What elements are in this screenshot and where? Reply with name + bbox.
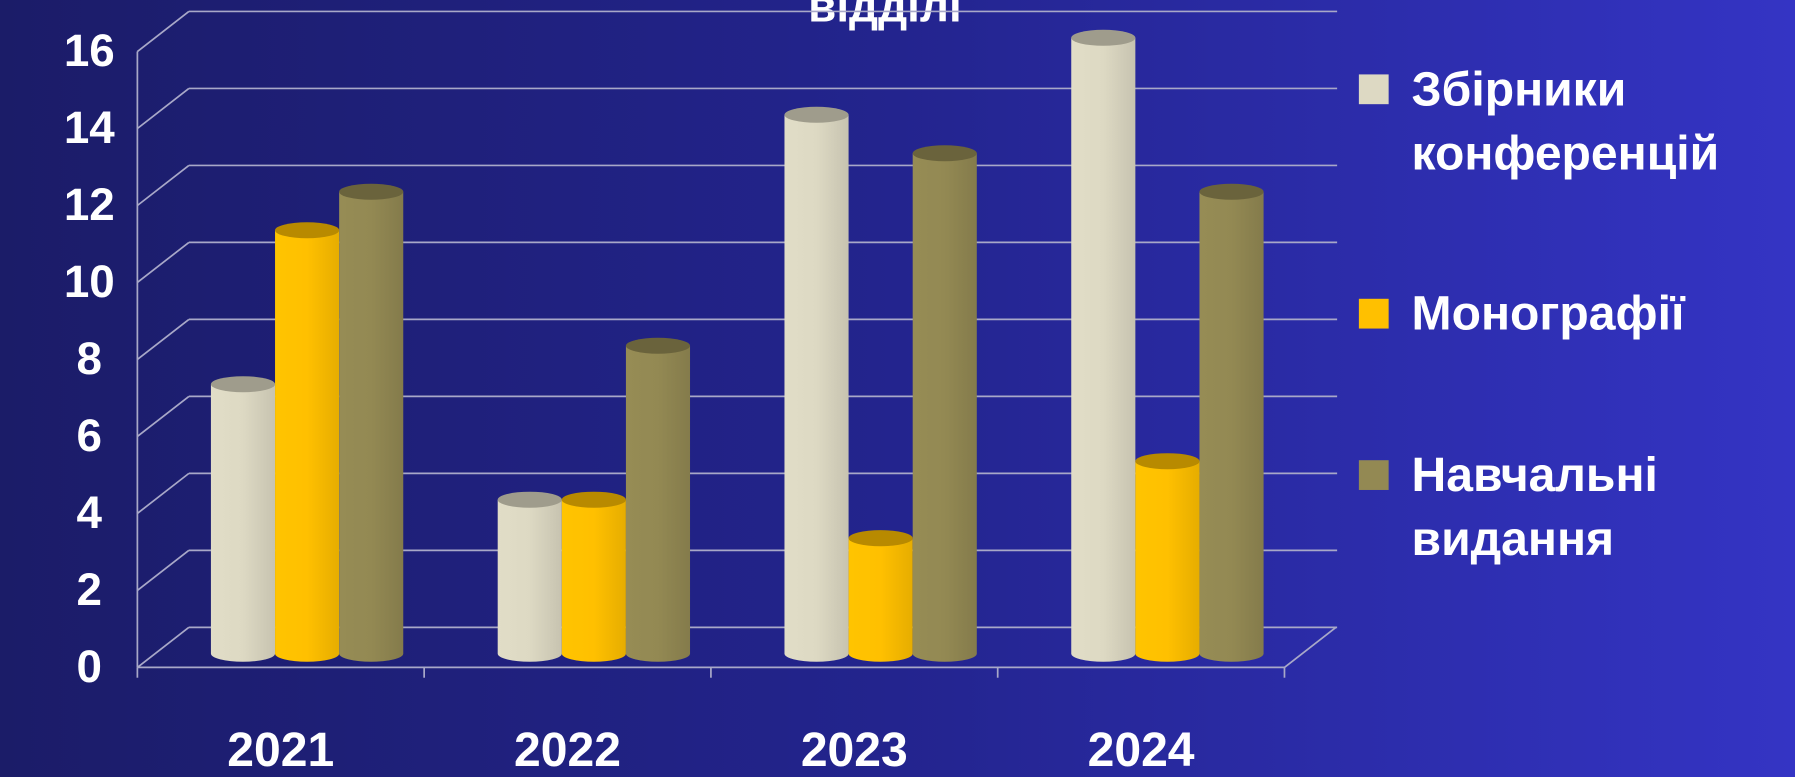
bar <box>848 538 913 662</box>
y-tick-label: 16 <box>64 25 115 76</box>
bar-top <box>339 183 404 200</box>
bar <box>1071 37 1136 662</box>
y-tick-label: 8 <box>77 333 102 384</box>
legend-label: Збірники конференцій <box>1411 61 1720 180</box>
bar <box>912 153 977 662</box>
bar <box>210 384 276 662</box>
grid-line <box>136 626 190 669</box>
bar <box>1199 191 1264 662</box>
floor-edge <box>1283 626 1337 669</box>
y-tick-label: 6 <box>77 410 102 461</box>
grid-line <box>136 87 190 130</box>
y-tick-label: 4 <box>77 487 103 538</box>
y-tick-label: 14 <box>64 102 115 153</box>
bar-top <box>210 376 276 393</box>
bar <box>275 230 340 662</box>
bar-top <box>912 145 977 162</box>
legend-swatch <box>1358 298 1389 329</box>
y-tick-label: 2 <box>77 564 102 615</box>
bar-top <box>1199 183 1264 200</box>
grid-line <box>136 472 190 515</box>
plot: відділі 0 2 4 6 8 10 12 14 16 2021 2022 2023 2024 Збі… <box>64 0 1720 777</box>
y-tick-label: 10 <box>64 256 115 307</box>
grid-line <box>136 241 190 284</box>
grid-line <box>136 549 190 592</box>
bar <box>497 499 562 662</box>
legend-swatch <box>1358 74 1389 105</box>
legend-item: Навчальні видання <box>1411 447 1658 566</box>
x-tick-label: 2024 <box>1088 723 1195 777</box>
legend-label: Монографії <box>1411 286 1685 341</box>
bar <box>784 114 849 662</box>
bar-top <box>497 491 562 508</box>
legend-swatch <box>1358 460 1389 490</box>
bar-top <box>784 106 849 123</box>
grid-line <box>136 318 190 361</box>
x-tick-label: 2021 <box>227 723 334 777</box>
bar-top <box>625 337 691 354</box>
x-tick-label: 2023 <box>801 723 908 777</box>
bar <box>339 191 404 662</box>
bar-top <box>275 222 340 239</box>
bar-top <box>1071 29 1136 46</box>
bar <box>1135 461 1200 662</box>
bar-top <box>1135 453 1200 470</box>
grid-line <box>136 10 190 53</box>
y-tick-label: 0 <box>77 641 102 692</box>
bar <box>625 345 691 662</box>
legend-label: Навчальні видання <box>1411 447 1658 566</box>
bar-top <box>561 491 626 508</box>
bar <box>561 499 626 662</box>
grid-line <box>136 395 190 438</box>
x-tick-label: 2022 <box>514 723 621 777</box>
legend-item: Монографії <box>1411 286 1685 341</box>
bar-top <box>848 530 913 547</box>
y-tick-label: 12 <box>64 179 115 230</box>
chart-title: відділі <box>808 0 962 31</box>
grid-line <box>136 164 190 207</box>
legend-item: Збірники конференцій <box>1411 61 1720 180</box>
